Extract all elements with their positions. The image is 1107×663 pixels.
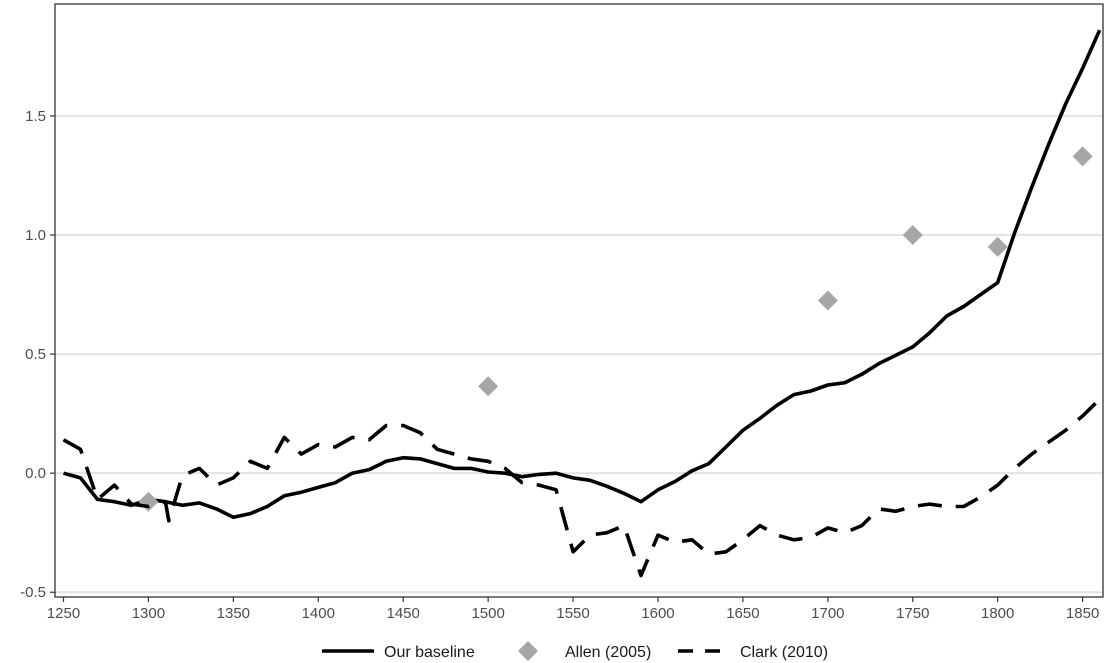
our-baseline-line — [63, 29, 1102, 519]
x-tick-label: 1600 — [641, 605, 674, 622]
y-tick-label: 1.0 — [25, 227, 46, 244]
clark-2010-legend-label: Clark (2010) — [740, 644, 828, 661]
y-tick-label: 1.5 — [25, 108, 46, 125]
gridlines — [55, 114, 1103, 594]
plot-border — [54, 3, 1104, 598]
x-tick-label: 1650 — [726, 605, 759, 622]
allen-2005-point — [138, 491, 159, 512]
allen-2005-legend-label: Allen (2005) — [565, 644, 651, 661]
x-tick-label: 1350 — [217, 605, 250, 622]
allen-2005-point — [478, 376, 499, 397]
our-baseline-legend-label: Our baseline — [384, 644, 475, 661]
allen-2005-point — [902, 225, 923, 246]
x-tick-label: 1450 — [387, 605, 420, 622]
clark-2010-line — [62, 398, 1101, 578]
x-tick-label: 1550 — [556, 605, 589, 622]
y-tick-label: -0.5 — [20, 584, 46, 601]
allen-2005-point — [987, 236, 1008, 257]
x-tick-label: 1750 — [896, 605, 929, 622]
axes: -0.5 0.0 0.5 1.0 1.5 1250 1300 1350 1400 1450 1500… — [20, 108, 1099, 622]
x-tick-label: 1400 — [302, 605, 335, 622]
allen-2005-point — [1072, 146, 1093, 167]
x-tick-label: 1500 — [471, 605, 504, 622]
x-tick-label: 1300 — [132, 605, 165, 622]
legend: Our baseline Allen (2005) Clark (2010) — [322, 641, 828, 661]
x-tick-label: 1850 — [1066, 605, 1099, 622]
x-tick-label: 1700 — [811, 605, 844, 622]
x-tick-label: 1800 — [981, 605, 1014, 622]
allen-2005-legend-key — [518, 641, 538, 661]
allen-2005-point — [817, 290, 838, 311]
y-tick-label: 0.5 — [25, 346, 46, 363]
y-tick-label: 0.0 — [25, 465, 46, 482]
x-tick-label: 1250 — [47, 605, 80, 622]
series-layer — [62, 29, 1102, 578]
